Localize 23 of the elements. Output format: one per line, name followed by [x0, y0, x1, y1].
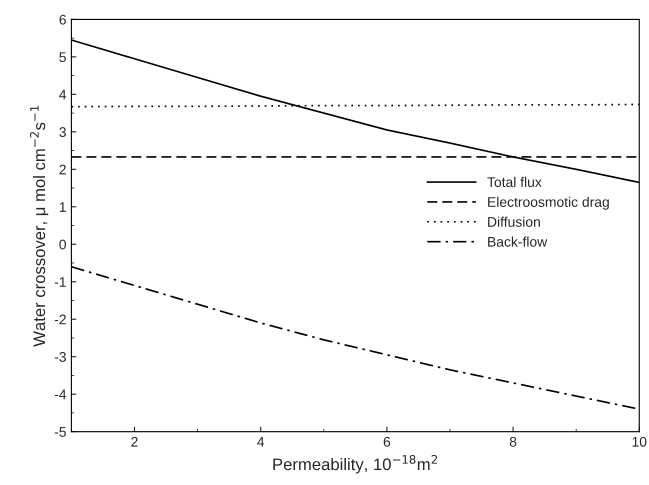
y-tick-label: -5: [54, 427, 66, 437]
legend-label: Back-flow: [488, 236, 548, 247]
y-tick-label: 2: [60, 164, 66, 174]
y-tick-label: -1: [54, 277, 66, 287]
y-tick-label: 5: [59, 52, 66, 62]
x-tick-label: 8: [510, 436, 516, 447]
y-tick-label: 3: [59, 127, 66, 137]
y-tick-label: 1: [60, 202, 66, 212]
y-tick-label: 0: [59, 240, 66, 250]
y-tick-label: -2: [54, 314, 66, 324]
y-tick-label: 4: [59, 90, 66, 100]
legend-label: Diffusion: [488, 216, 540, 227]
legend-label: Electroosmotic drag: [488, 196, 609, 210]
x-tick-label: 4: [257, 437, 264, 447]
y-tick-label: -3: [54, 352, 66, 362]
y-tick-label: -4: [54, 390, 66, 400]
x-tick-label: 6: [384, 436, 390, 447]
y-tick-label: 6: [60, 14, 66, 25]
y-axis-title: Water crossover, μ mol cm$^{−2}$s$^{−1}$: [30, 106, 48, 347]
legend-label: Total flux: [487, 176, 542, 188]
x-axis-title: Permeability, 10$^{−18}$m$^{2}$: [273, 455, 438, 474]
x-tick-label: 10: [632, 436, 646, 447]
x-tick-label: 2: [131, 436, 138, 447]
